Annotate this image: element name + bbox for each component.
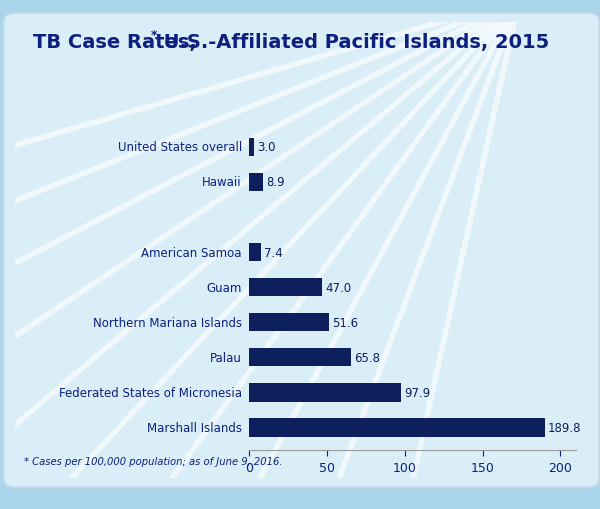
FancyBboxPatch shape (4, 14, 599, 488)
Text: 51.6: 51.6 (332, 316, 359, 329)
Text: * Cases per 100,000 population; as of June 9, 2016.: * Cases per 100,000 population; as of Ju… (24, 456, 283, 466)
Text: Northern Mariana Islands: Northern Mariana Islands (93, 316, 242, 329)
Text: TB Case Rates,: TB Case Rates, (33, 33, 197, 52)
Bar (249, 243, 260, 262)
Text: U.S.-Affiliated Pacific Islands, 2015: U.S.-Affiliated Pacific Islands, 2015 (157, 33, 550, 52)
Text: Palau: Palau (210, 351, 242, 364)
Text: 7.4: 7.4 (263, 246, 283, 259)
Bar (249, 349, 352, 367)
Bar (249, 418, 545, 437)
Text: United States overall: United States overall (118, 141, 242, 154)
Bar (249, 314, 329, 332)
Text: *: * (151, 29, 158, 42)
Text: Hawaii: Hawaii (202, 176, 242, 189)
Text: 65.8: 65.8 (355, 351, 380, 364)
Text: 47.0: 47.0 (325, 281, 352, 294)
Bar (249, 278, 322, 297)
Text: Federated States of Micronesia: Federated States of Micronesia (59, 386, 242, 399)
Text: Marshall Islands: Marshall Islands (147, 421, 242, 434)
Text: American Samoa: American Samoa (142, 246, 242, 259)
Bar (249, 174, 263, 191)
Bar (249, 384, 401, 402)
Text: 8.9: 8.9 (266, 176, 284, 189)
Text: 3.0: 3.0 (257, 141, 275, 154)
Text: 97.9: 97.9 (404, 386, 431, 399)
Text: Guam: Guam (206, 281, 242, 294)
Text: 189.8: 189.8 (548, 421, 581, 434)
Bar (249, 138, 254, 157)
